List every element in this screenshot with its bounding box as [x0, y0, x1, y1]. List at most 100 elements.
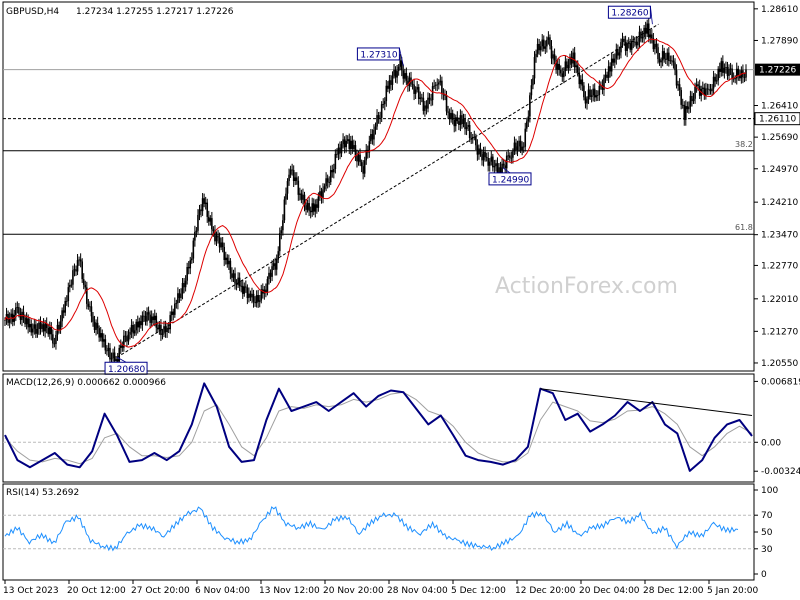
price-panel-title: GBPUSD,H4	[6, 7, 59, 17]
price-moving-average	[4, 38, 747, 348]
candle-body	[118, 347, 121, 362]
candle-body	[456, 117, 459, 122]
rsi-line	[4, 506, 739, 552]
candle-body	[451, 113, 454, 120]
candle-body	[391, 75, 394, 85]
candle-body	[536, 43, 539, 54]
candle-body	[734, 78, 736, 80]
candle-body	[408, 77, 411, 86]
candle-body	[689, 95, 692, 107]
candle-body	[241, 285, 244, 294]
candle-body	[52, 334, 54, 344]
candle-body	[521, 146, 523, 151]
candle-body	[217, 235, 219, 238]
candle-body	[651, 34, 653, 39]
candle-body	[613, 58, 616, 63]
macd-panel-frame	[2, 373, 755, 483]
candle-body	[484, 151, 486, 158]
candle-body	[544, 46, 547, 49]
candle-body	[146, 312, 148, 322]
candle-body	[718, 68, 721, 72]
x-tick-label: 6 Nov 04:00	[195, 586, 250, 596]
candle-body	[195, 230, 198, 232]
candle-body	[465, 126, 468, 130]
candle-body	[499, 167, 502, 174]
x-tick-label: 5 Jan 20:00	[707, 586, 759, 596]
candle-body	[278, 233, 281, 252]
candle-body	[546, 39, 548, 47]
candle-body	[101, 333, 104, 342]
candle-body	[617, 48, 619, 56]
candle-body	[340, 144, 343, 154]
candle-body	[680, 90, 682, 105]
x-tick-label: 27 Oct 20:00	[131, 586, 190, 596]
candle-body	[590, 95, 593, 97]
candle-body	[150, 316, 153, 323]
candle-body	[27, 318, 29, 328]
y-tick-label: 100	[761, 486, 778, 496]
candle-body	[157, 327, 159, 330]
candle-body	[525, 121, 528, 129]
candle-body	[345, 140, 347, 148]
candle-body	[539, 46, 542, 51]
candle-body	[112, 352, 114, 359]
candle-body	[79, 259, 82, 262]
candle-body	[47, 328, 50, 335]
candle-body	[638, 31, 641, 42]
candle-body	[576, 65, 579, 73]
candle-body	[180, 293, 182, 298]
candle-body	[274, 263, 276, 270]
candle-body	[126, 336, 128, 342]
candle-body	[462, 119, 465, 125]
candle-body	[224, 257, 227, 260]
candle-body	[717, 68, 720, 81]
candle-body	[351, 140, 354, 149]
candle-body	[103, 339, 105, 342]
candle-body	[172, 311, 175, 315]
candle-body	[580, 79, 582, 85]
candle-body	[297, 180, 300, 195]
candle-body	[36, 329, 39, 334]
x-tick-label: 13 Oct 2023	[3, 586, 59, 596]
y-tick-label: -0.003241	[761, 467, 800, 477]
candle-body	[265, 289, 267, 293]
candle-body	[561, 73, 564, 78]
candle-body	[527, 116, 530, 122]
current-price-box	[755, 63, 800, 76]
candle-body	[441, 80, 443, 94]
candle-body	[42, 324, 45, 332]
candle-body	[427, 97, 429, 109]
candle-body	[143, 315, 145, 317]
candle-body	[343, 139, 346, 148]
candle-body	[567, 64, 570, 69]
candle-body	[424, 105, 426, 111]
candle-body	[669, 60, 672, 62]
candle-body	[654, 43, 656, 50]
candle-body	[155, 315, 158, 328]
candle-body	[493, 166, 496, 168]
candle-body	[444, 94, 446, 96]
candle-body	[50, 327, 53, 335]
candle-body	[229, 260, 232, 274]
candle-body	[445, 95, 448, 112]
candle-body	[643, 27, 645, 37]
candle-body	[197, 214, 199, 231]
candle-body	[556, 63, 559, 70]
candle-body	[437, 82, 440, 85]
candle-body	[739, 75, 741, 79]
candle-body	[377, 115, 380, 119]
candle-body	[263, 289, 266, 294]
candle-body	[167, 327, 170, 330]
candle-body	[348, 139, 351, 149]
x-tick-label: 20 Oct 12:00	[67, 586, 126, 596]
candle-body	[552, 54, 554, 59]
candle-body	[277, 251, 280, 260]
x-tick-label: 28 Nov 04:00	[387, 586, 448, 596]
candle-body	[135, 321, 138, 331]
candle-body	[4, 319, 6, 321]
candle-body	[294, 177, 297, 182]
candle-body	[743, 77, 746, 78]
candle-body	[316, 204, 318, 208]
candle-body	[286, 181, 289, 194]
candle-body	[686, 106, 689, 110]
